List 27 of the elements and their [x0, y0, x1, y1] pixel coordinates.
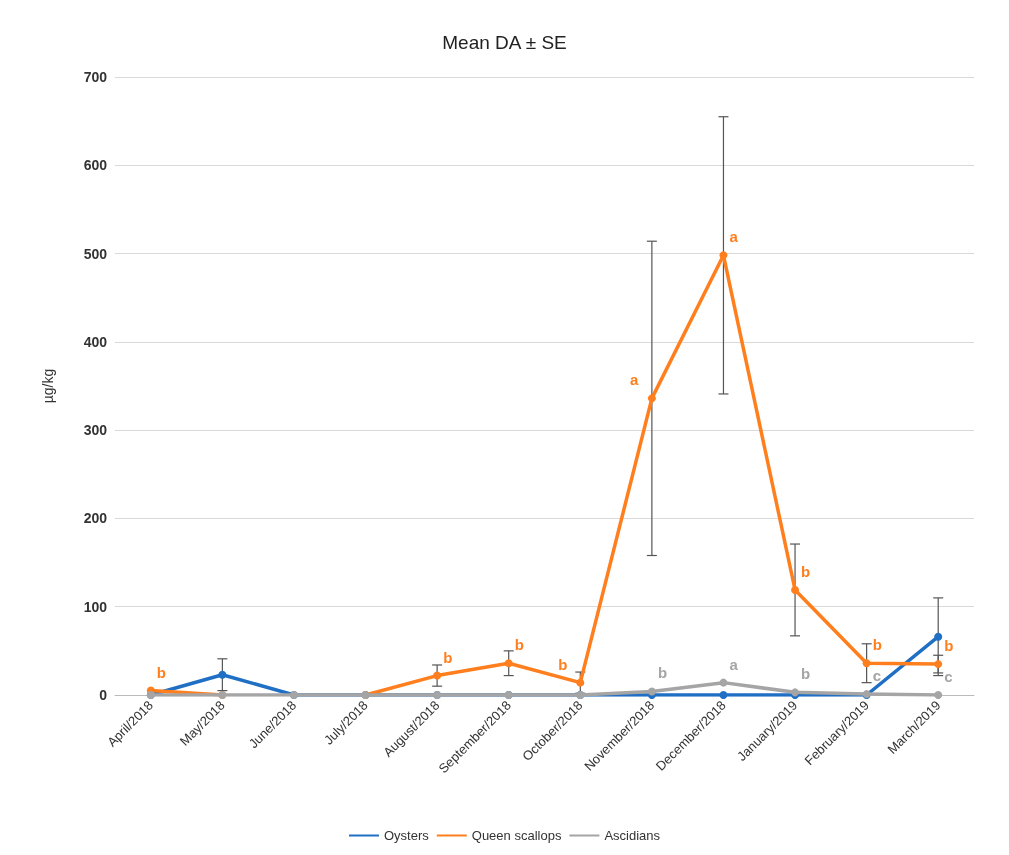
data-label: b [801, 665, 811, 683]
y-tick-label: 500 [83, 245, 108, 262]
data-label: a [729, 228, 739, 246]
data-label: b [514, 636, 524, 654]
data-label: b [657, 664, 668, 682]
y-axis-title: µg/kg [40, 368, 56, 404]
data-label: b [944, 637, 954, 655]
y-tick-label: 0 [99, 687, 108, 703]
y-tick-label: 700 [83, 69, 108, 85]
data-label: b [156, 663, 166, 681]
data-label: b [801, 562, 811, 580]
chart-title: Mean DA ± SE [442, 32, 567, 53]
data-label: a [729, 655, 739, 673]
y-tick-label: 200 [83, 510, 108, 527]
data-label: a [629, 371, 639, 389]
data-label: c [872, 667, 881, 685]
legend-label: Oysters [383, 828, 430, 843]
legend-label: Ascidians [604, 828, 661, 843]
y-tick-label: 400 [83, 333, 108, 350]
data-label: b [872, 636, 882, 654]
data-label: c [944, 668, 953, 685]
y-tick-label: 300 [83, 422, 108, 439]
data-label: b [558, 655, 568, 673]
legend-label: Queen scallops [471, 828, 562, 843]
data-label: b [443, 648, 453, 666]
y-tick-label: 600 [83, 157, 108, 174]
y-tick-label: 100 [83, 598, 108, 615]
